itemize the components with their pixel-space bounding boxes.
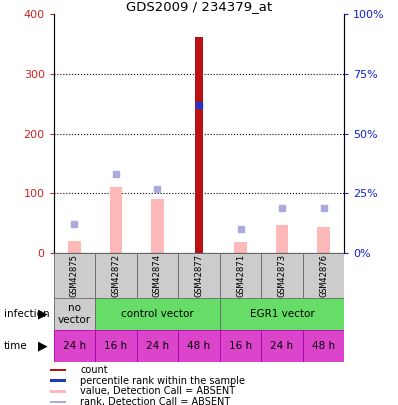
Bar (54, 253, 95, 298)
Bar (51, 379, 66, 382)
Text: rank, Detection Call = ABSENT: rank, Detection Call = ABSENT (80, 397, 230, 405)
Bar (95, 298, 220, 330)
Bar (178, 330, 220, 362)
Text: no
vector: no vector (58, 303, 91, 325)
Text: count: count (80, 365, 108, 375)
Bar (54, 298, 95, 330)
Bar (178, 253, 220, 298)
Text: 48 h: 48 h (187, 341, 211, 351)
Bar (68, 241, 81, 253)
Bar (95, 253, 137, 298)
Bar (220, 298, 344, 330)
Bar (195, 37, 203, 253)
Text: percentile rank within the sample: percentile rank within the sample (80, 376, 245, 386)
Bar (151, 199, 164, 253)
Text: time: time (4, 341, 27, 351)
Bar (95, 330, 137, 362)
Text: GSM42874: GSM42874 (153, 254, 162, 297)
Text: infection: infection (4, 309, 50, 319)
Bar (303, 253, 344, 298)
Bar (137, 253, 178, 298)
Text: ▶: ▶ (38, 340, 48, 353)
Text: EGR1 vector: EGR1 vector (250, 309, 314, 319)
Bar (137, 330, 178, 362)
Bar (54, 330, 95, 362)
Bar (234, 242, 247, 253)
Bar (220, 330, 261, 362)
Bar (317, 228, 330, 253)
Text: GSM42873: GSM42873 (277, 254, 287, 297)
Text: GSM42877: GSM42877 (195, 254, 203, 297)
Text: 24 h: 24 h (146, 341, 169, 351)
Text: GSM42876: GSM42876 (319, 254, 328, 297)
Text: GSM42871: GSM42871 (236, 254, 245, 297)
Bar (51, 390, 66, 393)
Bar (220, 253, 261, 298)
Text: control vector: control vector (121, 309, 194, 319)
Bar (51, 401, 66, 403)
Title: GDS2009 / 234379_at: GDS2009 / 234379_at (126, 0, 272, 13)
Text: 48 h: 48 h (312, 341, 335, 351)
Text: GSM42875: GSM42875 (70, 254, 79, 297)
Text: GSM42872: GSM42872 (111, 254, 121, 297)
Bar (303, 330, 344, 362)
Bar (109, 188, 122, 253)
Bar (51, 369, 66, 371)
Text: value, Detection Call = ABSENT: value, Detection Call = ABSENT (80, 386, 235, 396)
Text: 16 h: 16 h (104, 341, 127, 351)
Text: 24 h: 24 h (63, 341, 86, 351)
Text: ▶: ▶ (38, 307, 48, 320)
Bar (261, 253, 303, 298)
Text: 24 h: 24 h (271, 341, 294, 351)
Bar (261, 330, 303, 362)
Bar (276, 225, 289, 253)
Text: 16 h: 16 h (229, 341, 252, 351)
